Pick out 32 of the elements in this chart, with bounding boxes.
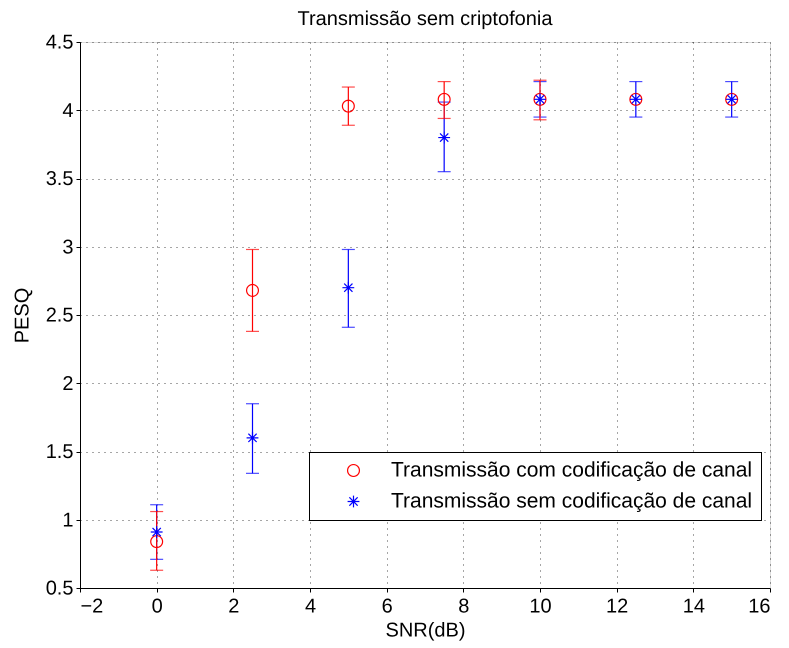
point	[150, 535, 164, 548]
y-tick-label: 1	[62, 509, 74, 532]
point	[246, 431, 260, 444]
point	[150, 526, 164, 539]
x-tick-label: 16	[748, 596, 770, 618]
y-tick-label: 3	[62, 236, 74, 258]
y-tick-label: 4.5	[46, 32, 74, 54]
y-tick-label: 4	[62, 100, 74, 122]
x-tick-label: 8	[458, 596, 470, 618]
x-tick-label: 4	[304, 596, 316, 618]
x-tick-label: 10	[529, 596, 552, 618]
y-tick-label: 2.5	[46, 304, 74, 326]
x-tick-label: 2	[228, 596, 240, 618]
x-tick-label: 12	[606, 596, 628, 618]
legend-label: Transmissão com codificação de canal	[391, 458, 752, 482]
point	[438, 92, 451, 106]
point	[342, 100, 355, 113]
point	[342, 281, 355, 294]
y-tick-label: 0.5	[46, 578, 74, 600]
point	[246, 284, 260, 297]
y-tick-label: 1.5	[46, 441, 74, 463]
y-axis-title: PESQ	[12, 288, 34, 344]
chart-title: Transmissão sem criptofonia	[298, 8, 554, 30]
point	[438, 131, 451, 144]
y-tick-label: 3.5	[46, 168, 74, 190]
x-tick-label: 6	[382, 596, 393, 618]
x-axis-title: SNR(dB)	[385, 620, 466, 642]
legend-label: Transmissão sem codificação de canal	[391, 490, 752, 512]
y-tick-label: 2	[62, 372, 74, 395]
x-tick-label: −2	[80, 596, 104, 618]
x-tick-label: 0	[152, 596, 163, 618]
x-tick-label: 14	[682, 596, 705, 618]
